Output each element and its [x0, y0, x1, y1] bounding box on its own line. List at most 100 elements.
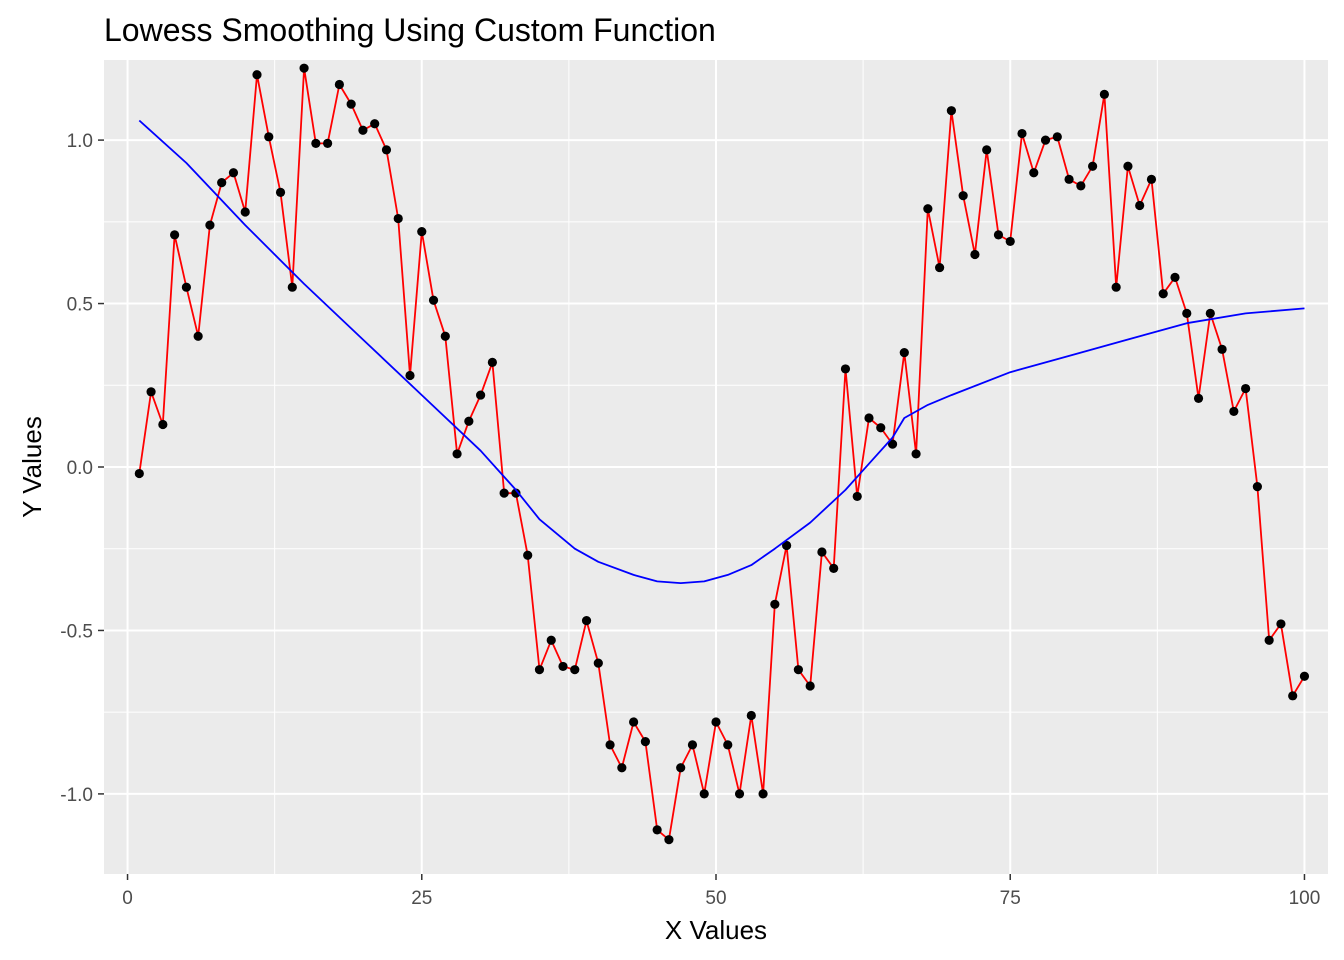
x-tick-label: 100 [1289, 888, 1321, 909]
data-point [746, 710, 756, 721]
data-point [1040, 135, 1051, 145]
data-point [487, 357, 497, 367]
lowess-smooth-line [138, 119, 1305, 584]
x-axis-title: X Values [665, 915, 767, 945]
data-point [381, 145, 392, 155]
data-point [1099, 89, 1109, 99]
data-point [617, 763, 627, 773]
data-point [1299, 671, 1310, 681]
data-point [217, 177, 227, 188]
data-point [664, 835, 674, 845]
data-point [605, 740, 615, 750]
data-point [464, 416, 474, 426]
data-point [1111, 282, 1121, 292]
data-point [699, 789, 709, 799]
data-point [323, 138, 333, 148]
data-point [1288, 691, 1298, 701]
data-point [805, 681, 815, 691]
data-point [1205, 308, 1215, 318]
data-point [758, 789, 768, 799]
y-tick-label: 0.5 [67, 295, 93, 316]
data-point [593, 658, 603, 668]
data-point [687, 740, 698, 750]
data-point [970, 249, 980, 260]
data-point [829, 563, 839, 573]
data-point [334, 79, 344, 90]
x-tick-label: 25 [411, 888, 432, 909]
data-point [240, 207, 250, 217]
x-tick-label: 75 [1000, 888, 1021, 909]
data-point [1017, 128, 1027, 139]
data-point [1241, 383, 1251, 394]
data-point [158, 419, 168, 430]
data-point [264, 132, 274, 142]
data-point [370, 119, 380, 129]
data-point [899, 347, 909, 358]
data-point [876, 423, 886, 433]
data-point [1252, 482, 1262, 492]
data-point [428, 295, 439, 305]
data-point [523, 550, 533, 560]
y-axis-title: Y Values [17, 416, 47, 518]
data-point [958, 191, 968, 201]
data-point [558, 661, 568, 672]
major-gridlines [104, 60, 1328, 874]
data-point [629, 717, 639, 727]
data-point [228, 168, 239, 178]
data-point [534, 665, 545, 675]
data-point [205, 220, 215, 230]
data-point [287, 282, 297, 292]
data-point [887, 439, 898, 449]
data-point [570, 665, 580, 675]
data-point [1052, 132, 1062, 142]
data-point [723, 740, 733, 750]
data-point [311, 138, 321, 148]
data-point [1146, 174, 1157, 184]
data-series-line [138, 67, 1306, 841]
data-point [1029, 168, 1039, 178]
data-point [546, 635, 556, 645]
data-point [1064, 174, 1074, 184]
data-point [440, 331, 450, 341]
data-point [982, 145, 992, 155]
data-point [1076, 181, 1086, 191]
y-tick-label: 1.0 [67, 131, 93, 152]
x-tick-label: 0 [122, 888, 133, 909]
y-tick-label: -1.0 [60, 785, 93, 806]
data-point [782, 540, 792, 551]
y-tick-label: -0.5 [60, 621, 93, 642]
data-point [1170, 272, 1180, 282]
data-point [923, 204, 933, 214]
data-point [676, 763, 686, 773]
data-point [770, 599, 780, 609]
data-point [734, 789, 745, 799]
data-point [1229, 406, 1239, 417]
data-point [793, 665, 803, 675]
data-point [1217, 344, 1227, 354]
data-point [935, 262, 945, 273]
data-point [393, 213, 403, 224]
data-point [1264, 635, 1274, 645]
data-point [1005, 236, 1015, 247]
data-point [1135, 200, 1145, 211]
data-point [817, 547, 827, 557]
series-group [134, 63, 1310, 845]
data-point [864, 413, 874, 423]
data-point [852, 491, 862, 502]
data-point [1193, 393, 1204, 403]
data-point [346, 99, 356, 109]
data-point [1158, 289, 1168, 299]
data-point [170, 230, 180, 240]
y-tick-label: 0.0 [67, 458, 93, 479]
data-point [146, 387, 156, 397]
data-point [134, 468, 144, 479]
data-point [946, 106, 956, 116]
data-point [405, 370, 415, 381]
data-point [452, 449, 462, 459]
data-point [911, 449, 921, 459]
data-point [476, 390, 486, 400]
data-point [711, 717, 721, 727]
data-point [652, 825, 662, 835]
data-point [252, 70, 262, 80]
